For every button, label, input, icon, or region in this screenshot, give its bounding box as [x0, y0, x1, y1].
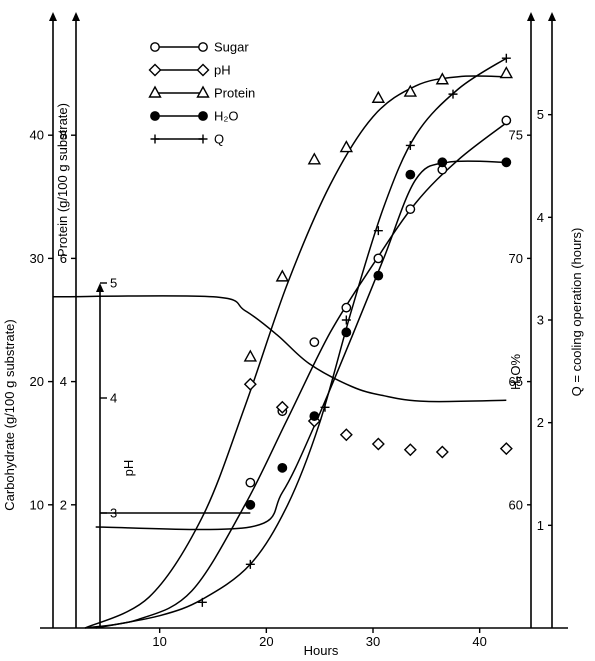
q-tick-label: 3 [537, 313, 544, 328]
protein-axis-title: Protein (g/100 g substrate) [55, 103, 70, 257]
point-q [320, 402, 330, 412]
point-sugar [245, 477, 256, 488]
q-axis-title: Q = cooling operation (hours) [569, 228, 584, 397]
point-h-o [277, 462, 288, 473]
legend-marker-q [150, 134, 160, 144]
point-sugar [341, 302, 352, 313]
point-q [448, 89, 458, 99]
legend-label-ph: pH [214, 63, 231, 78]
q-tick-label: 1 [537, 518, 544, 533]
legend-marker-q [198, 134, 208, 144]
point-q [245, 559, 255, 569]
point-protein [371, 90, 386, 103]
q-tick-label: 2 [537, 415, 544, 430]
series-line-h-o [95, 160, 507, 531]
markers-layer [197, 53, 514, 607]
point-ph [499, 442, 513, 456]
point-protein [435, 72, 450, 85]
point-sugar [405, 204, 416, 215]
point-protein [307, 152, 322, 165]
series-line-sugar [84, 122, 507, 629]
point-sugar [373, 253, 384, 264]
point-q [197, 597, 207, 607]
legend-marker-sugar [150, 42, 160, 52]
h2o-tick-label: 60 [509, 497, 523, 512]
legend-marker-h-o [198, 111, 208, 121]
x-tick-label: 20 [259, 634, 273, 649]
x-axis-title: Hours [304, 643, 339, 658]
carbohydrate-tick-label: 20 [30, 374, 44, 389]
legend-marker-sugar [198, 42, 208, 52]
point-h-o [309, 411, 320, 421]
point-h-o [437, 157, 448, 168]
x-tick-label: 40 [472, 634, 486, 649]
point-q [341, 315, 351, 325]
carbohydrate-tick-label: 40 [30, 128, 44, 143]
legend-label-q: Q [214, 132, 224, 147]
protein-tick-label: 4 [60, 374, 67, 389]
point-protein [499, 66, 514, 79]
point-ph [339, 428, 353, 442]
series-line-ph [52, 295, 507, 403]
x-tick-label: 30 [366, 634, 380, 649]
legend-marker-ph [148, 63, 162, 77]
ph-axis-arrow [96, 283, 104, 292]
point-h-o [245, 499, 256, 510]
point-h-o [501, 157, 512, 168]
h2o-axis-arrow [527, 12, 535, 21]
h2o-tick-label: 70 [509, 251, 523, 266]
point-ph [275, 400, 289, 414]
point-h-o [373, 270, 384, 281]
carbohydrate-tick-label: 30 [30, 251, 44, 266]
protein-tick-label: 6 [60, 251, 67, 266]
series-line-q [95, 57, 507, 629]
carbohydrate-tick-label: 10 [30, 497, 44, 512]
point-protein [243, 349, 258, 362]
point-ph [403, 443, 417, 457]
legend-label-protein: Protein [214, 86, 255, 101]
point-q [501, 53, 511, 63]
legend-marker-ph [196, 63, 210, 77]
protein-tick-label: 2 [60, 497, 67, 512]
point-sugar [501, 115, 512, 126]
point-h-o [341, 327, 352, 338]
point-q [405, 140, 415, 150]
curves-layer [52, 57, 507, 629]
carbohydrate-axis-title: Carbohydrate (g/100 g substrate) [2, 319, 17, 511]
h2o-tick-label: 75 [509, 128, 523, 143]
protein-axis-arrow [72, 12, 80, 21]
protein-tick-label: 8 [60, 128, 67, 143]
h2o-tick-label: 65 [509, 374, 523, 389]
legend-marker-protein [196, 85, 210, 98]
point-h-o [405, 169, 416, 180]
point-sugar [309, 337, 320, 348]
legend-marker-protein [148, 85, 162, 98]
ph-axis-title: pH [121, 460, 136, 477]
q-axis-arrow [548, 12, 556, 21]
ph-tick-label: 5 [110, 276, 117, 291]
point-ph [243, 377, 257, 391]
point-protein [339, 140, 354, 153]
q-tick-label: 4 [537, 210, 544, 225]
x-tick-label: 10 [152, 634, 166, 649]
h2o-axis-title: H₂O% [508, 354, 523, 391]
legend: Sugar pH Protein H₂O Q [148, 40, 255, 147]
legend-marker-h-o [150, 111, 160, 121]
point-ph [435, 445, 449, 459]
point-protein [275, 269, 290, 282]
q-tick-label: 5 [537, 107, 544, 122]
point-q [373, 226, 383, 236]
point-protein [403, 84, 418, 97]
series-line-protein [84, 75, 507, 629]
carbohydrate-axis-arrow [49, 12, 57, 21]
legend-label-sugar: Sugar [214, 40, 249, 55]
legend-label-h-o: H₂O [214, 109, 239, 124]
point-ph [371, 437, 385, 451]
ph-tick-label: 4 [110, 391, 117, 406]
